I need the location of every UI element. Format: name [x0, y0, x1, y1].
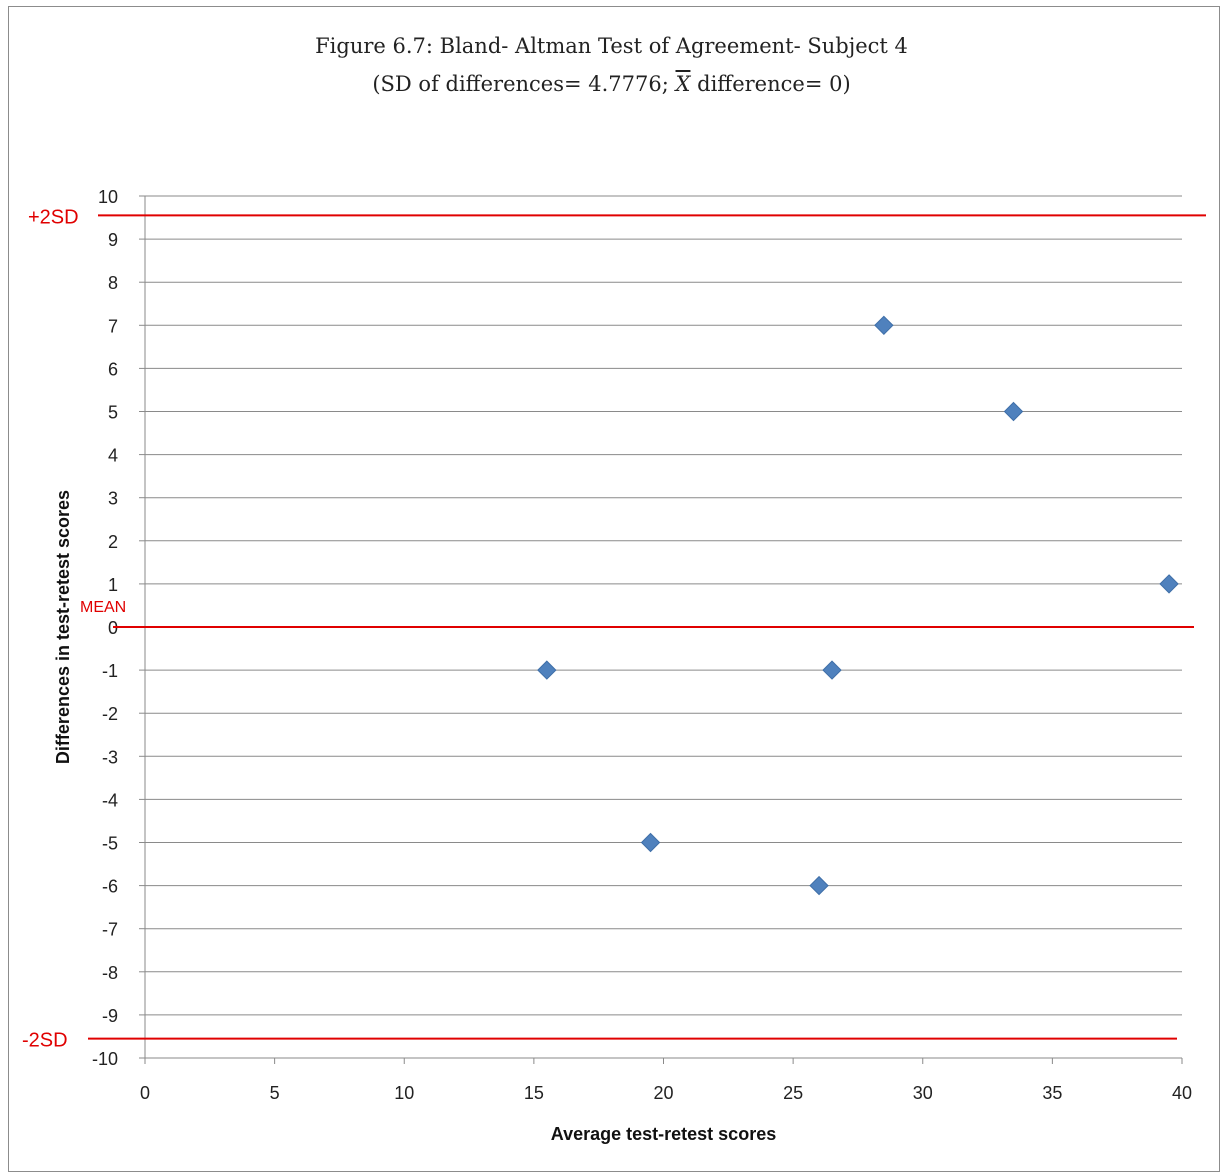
reference-lines: +2SD MEAN -2SD — [22, 206, 1206, 1052]
data-point-marker — [1159, 574, 1179, 594]
chart-title: Figure 6.7: Bland- Altman Test of Agreem… — [315, 34, 908, 58]
subtitle-prefix: (SD of differences= 4.7776; — [372, 72, 676, 96]
y-tick-label: 4 — [108, 446, 118, 466]
reference-line-label: MEAN — [80, 599, 126, 616]
subtitle-suffix: difference= 0) — [690, 72, 851, 96]
y-tick-label: 0 — [108, 618, 118, 638]
chart-frame — [8, 6, 1220, 1172]
y-tick-label: -8 — [102, 963, 118, 983]
y-tick-label: 3 — [108, 489, 118, 509]
y-tick-label: -1 — [102, 661, 118, 681]
y-tick-label: 7 — [108, 316, 118, 336]
y-tick-label: -3 — [102, 747, 118, 767]
data-point-marker — [1003, 401, 1024, 422]
data-point-marker — [874, 315, 894, 336]
reference-line-label: -2SD — [22, 1030, 68, 1052]
x-tick-label: 25 — [783, 1083, 803, 1103]
y-tick-label: -4 — [102, 790, 118, 810]
y-tick-label: -10 — [92, 1049, 118, 1069]
data-point-marker — [537, 660, 557, 680]
x-tick-label: 15 — [524, 1083, 544, 1103]
y-tick-label: -9 — [102, 1006, 118, 1026]
data-point-marker — [809, 875, 829, 896]
y-tick-label: 1 — [108, 575, 118, 595]
x-axis-title: Average test-retest scores — [551, 1124, 776, 1144]
x-tick-label: 40 — [1172, 1083, 1192, 1103]
y-tick-label: 10 — [98, 187, 118, 207]
data-point-marker — [822, 660, 842, 680]
y-tick-label: -5 — [102, 834, 118, 854]
y-tick-label: -6 — [102, 877, 118, 897]
x-tick-label: 20 — [653, 1083, 673, 1103]
y-tick-label: 2 — [108, 532, 118, 552]
reference-line-label: +2SD — [28, 206, 79, 228]
x-tick-label: 5 — [270, 1083, 280, 1103]
gridlines — [145, 195, 1182, 1059]
y-tick-label: 9 — [108, 230, 118, 250]
x-tick-label: 0 — [140, 1083, 150, 1103]
axes — [139, 195, 1183, 1064]
x-tick-labels: 0 5 10 15 20 25 30 35 40 — [140, 1083, 1192, 1103]
data-points — [537, 315, 1179, 896]
data-point-marker — [640, 832, 661, 853]
y-tick-label: 8 — [108, 273, 118, 293]
y-tick-label: 5 — [108, 403, 118, 423]
y-tick-label: -2 — [102, 704, 118, 724]
y-tick-label: 6 — [108, 359, 118, 379]
x-tick-label: 35 — [1042, 1083, 1062, 1103]
x-tick-label: 10 — [394, 1083, 414, 1103]
y-tick-label: -7 — [102, 920, 118, 940]
chart-subtitle: (SD of differences= 4.7776; X difference… — [0, 72, 1223, 96]
y-axis-title: Differences in test-retest scores — [53, 490, 73, 764]
x-tick-label: 30 — [913, 1083, 933, 1103]
mean-symbol: X — [675, 72, 691, 96]
